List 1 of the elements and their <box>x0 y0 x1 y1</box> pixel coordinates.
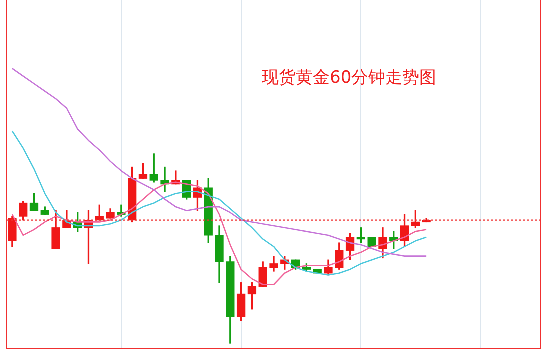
chart-title: 现货黄金60分钟走势图 <box>262 67 437 89</box>
